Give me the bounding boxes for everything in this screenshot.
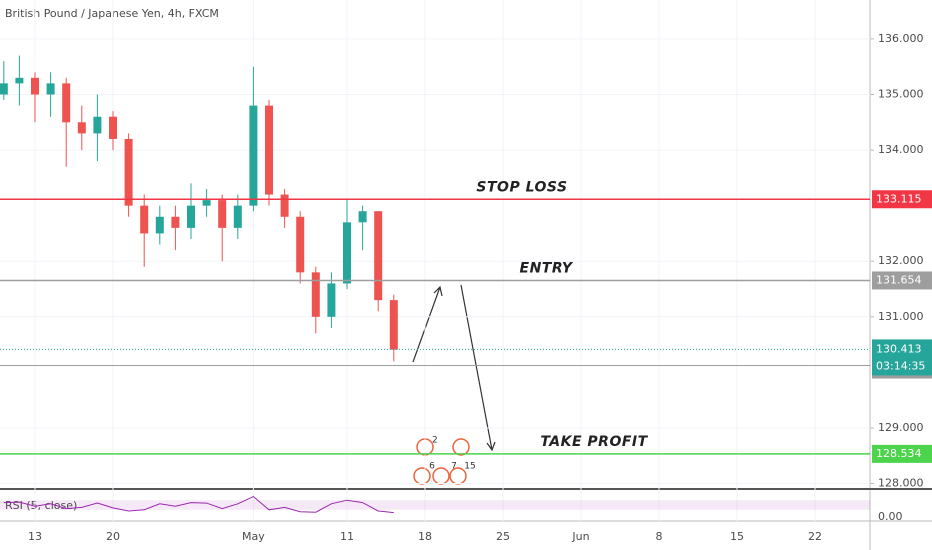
candle-body [280, 194, 289, 217]
candle-body [389, 300, 398, 350]
event-label: 2 [432, 436, 438, 446]
candle-body [171, 216, 180, 228]
candle-body [311, 272, 320, 317]
candle-body [109, 116, 117, 139]
x-tick-label: 18 [418, 530, 432, 543]
y-tick-label: 136.000 [878, 32, 924, 45]
candle-body [265, 105, 273, 195]
x-tick-label: 15 [730, 530, 744, 543]
y-tick-label: 128.000 [878, 477, 924, 490]
countdown: 03:14:35 [876, 359, 925, 372]
candle-body [93, 116, 102, 134]
candle-body [218, 200, 227, 228]
candle-body [77, 122, 86, 134]
y-tick-label: 132.000 [878, 254, 924, 267]
x-tick-label: 22 [808, 530, 822, 543]
rsi-band [0, 500, 870, 510]
rsi-line [3, 496, 394, 514]
candle-body [187, 205, 195, 228]
candle-body [343, 222, 351, 284]
price-tag [872, 339, 932, 376]
price-tag [872, 271, 932, 290]
candle-body [296, 216, 305, 273]
candle-body [46, 83, 55, 95]
y-tick-label: 129.000 [878, 421, 924, 434]
chart-title: British Pound / Japanese Yen, 4h, FXCM [5, 7, 219, 20]
x-tick-label: 25 [496, 530, 510, 543]
candle-body [202, 200, 211, 206]
x-tick-label: Jun [571, 530, 589, 543]
level-annotation: STOP LOSS [476, 179, 567, 195]
y-tick-label: 134.000 [878, 143, 924, 156]
candle-body [124, 138, 133, 206]
price-tag [872, 444, 932, 463]
price-tag-label: 128.534 [876, 447, 922, 460]
candle-body [233, 205, 242, 228]
price-tag [872, 190, 932, 209]
event-label: 7 [451, 462, 457, 472]
candle-body [327, 283, 336, 317]
candle-body [140, 205, 149, 234]
x-tick-label: 8 [656, 530, 663, 543]
candle-body [249, 105, 258, 206]
event-label: 6 [429, 462, 435, 472]
x-tick-label: 11 [340, 530, 354, 543]
price-tag-label: 133.115 [876, 192, 922, 205]
x-tick-label: May [242, 530, 265, 543]
price-tag-label: 131.654 [876, 273, 922, 286]
y-tick-label: 131.000 [878, 310, 924, 323]
candle-body [0, 83, 8, 95]
candle-body [62, 83, 71, 123]
y-tick-label: 135.000 [878, 87, 924, 100]
candle-body [155, 216, 164, 234]
candle-body [374, 211, 383, 301]
x-tick-label: 20 [106, 530, 120, 543]
candle-body [15, 77, 24, 84]
candle-body [31, 77, 39, 95]
event-label: 15 [464, 462, 475, 472]
level-annotation: ENTRY [520, 260, 574, 276]
arrows [412, 284, 496, 452]
candle-body [358, 211, 367, 223]
rsi-tick-label: 0.00 [878, 510, 903, 523]
x-tick-label: 13 [28, 530, 42, 543]
level-annotation: TAKE PROFIT [540, 434, 648, 450]
price-tag-label: 130.413 [876, 342, 922, 355]
